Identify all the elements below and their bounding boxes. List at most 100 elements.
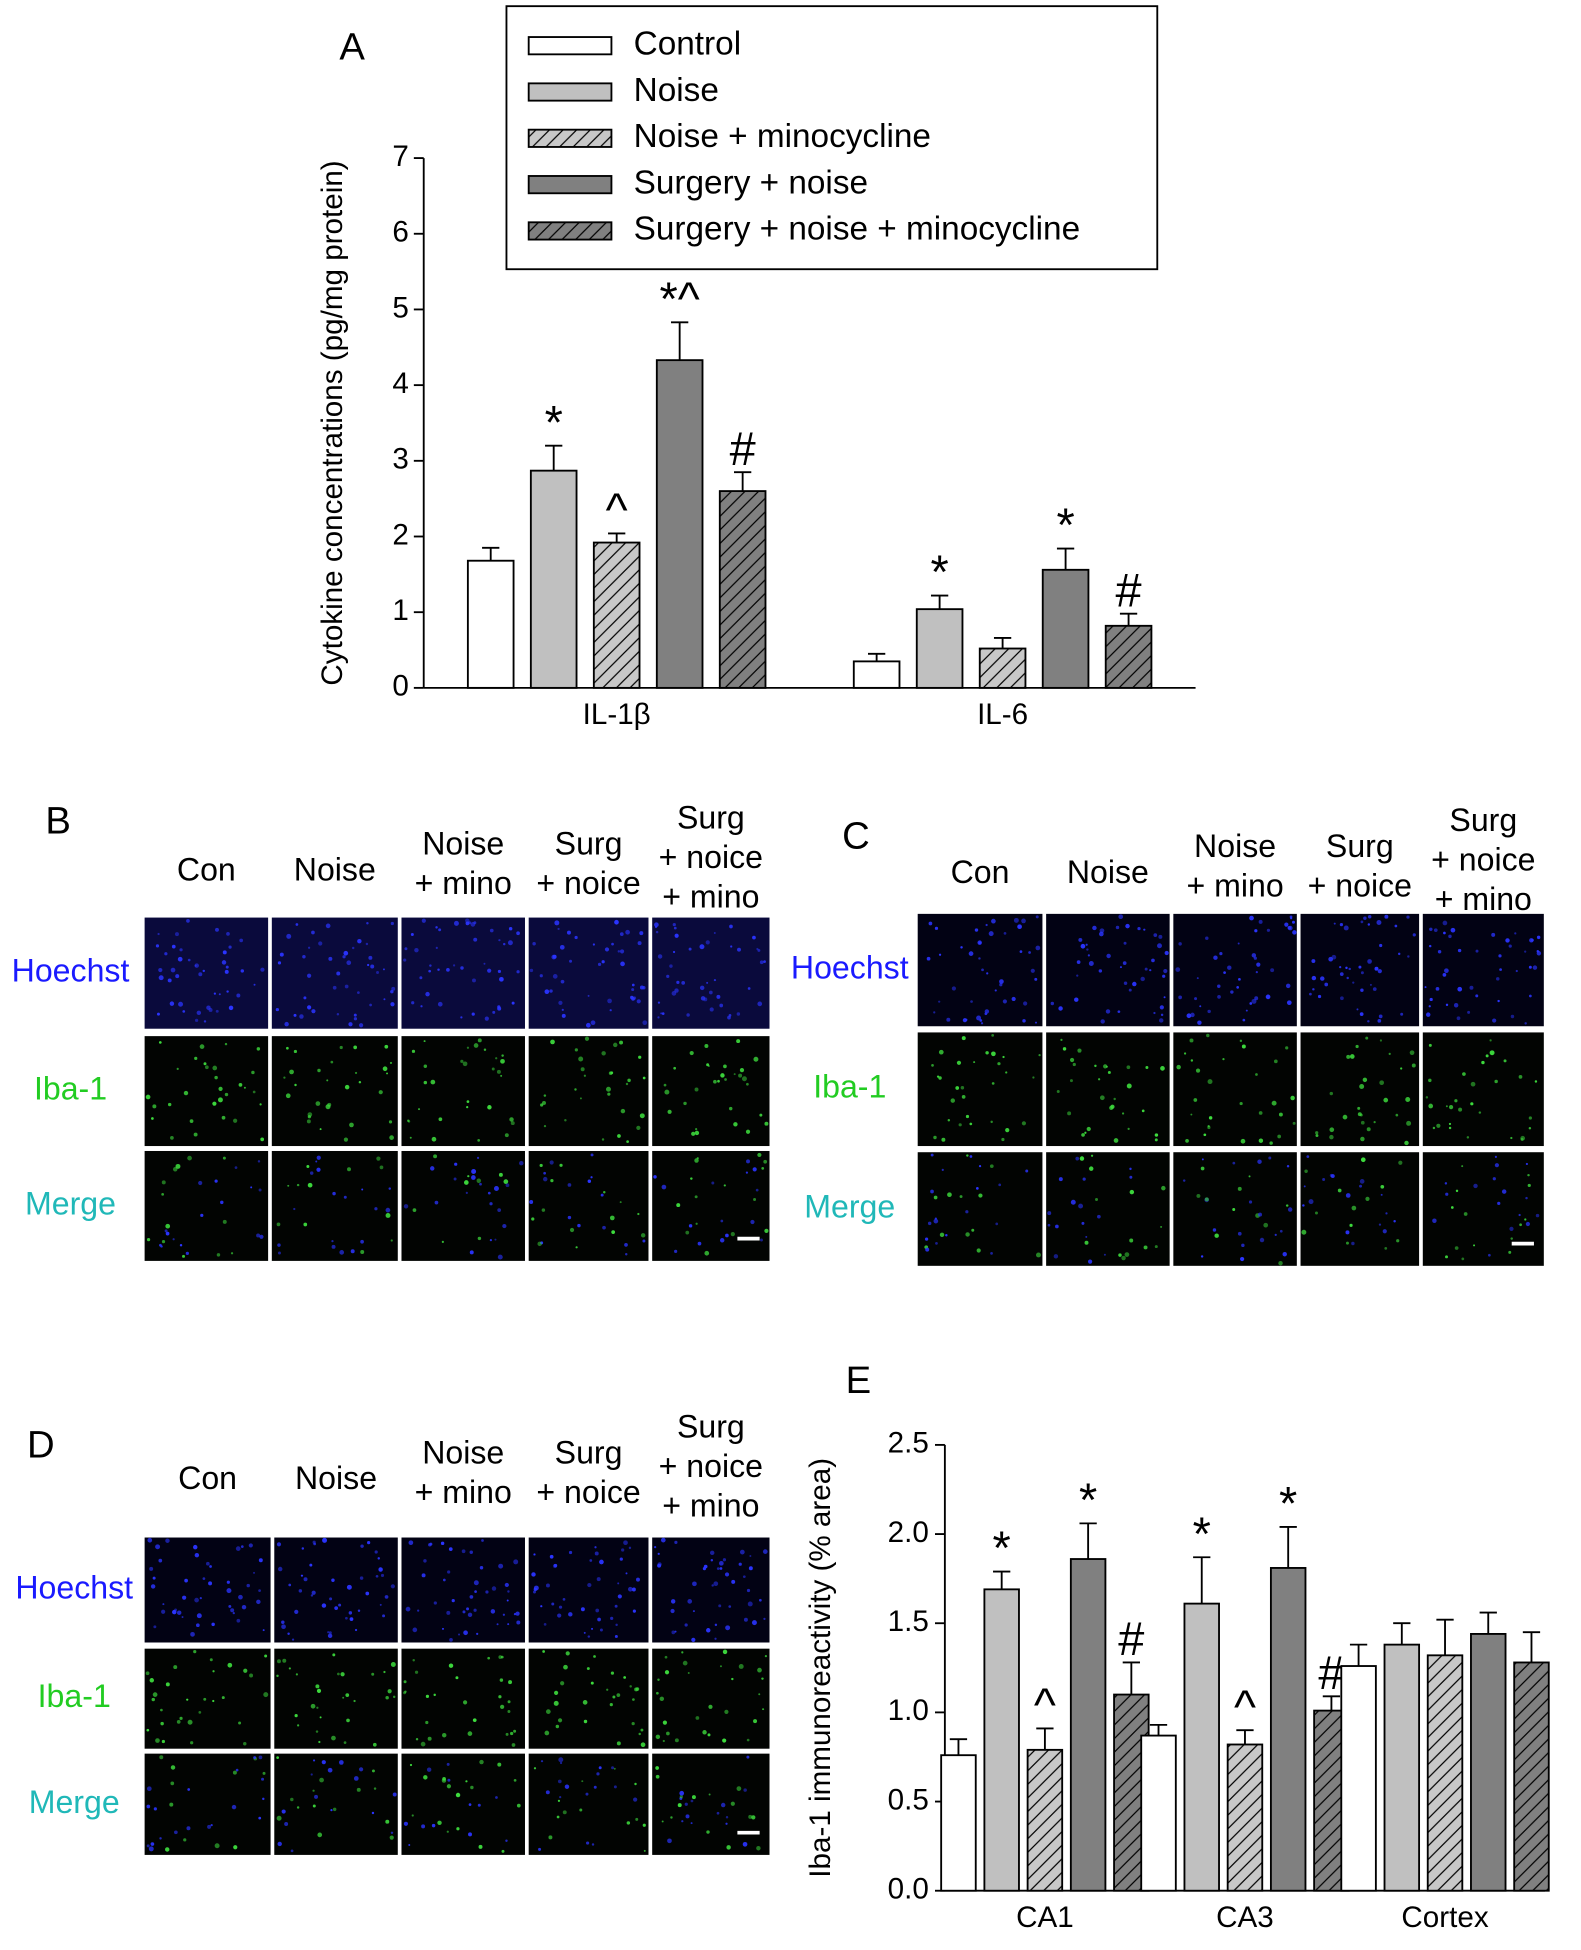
cell-dot <box>150 1842 155 1846</box>
micrograph <box>271 1036 398 1147</box>
cell-dot <box>1367 914 1372 919</box>
cell-dot <box>179 948 183 952</box>
cell-dot <box>408 1540 414 1546</box>
cell-dot <box>366 922 369 925</box>
cell-dot <box>599 1628 603 1632</box>
cell-dot <box>332 985 337 990</box>
cell-dot <box>319 1777 324 1783</box>
cell-dot <box>1237 1231 1242 1236</box>
cell-dot <box>654 1546 657 1549</box>
cell-dot <box>1329 1127 1335 1133</box>
cell-dot <box>407 1120 411 1123</box>
cell-dot <box>748 1814 753 1819</box>
cell-dot <box>933 1011 936 1014</box>
cell-dot <box>555 1724 560 1729</box>
cell-dot <box>505 1839 508 1842</box>
cell-dot <box>1019 950 1023 954</box>
cell-dot <box>507 1700 511 1704</box>
cell-dot <box>277 1841 282 1847</box>
cell-dot <box>661 1012 665 1016</box>
cell-dot <box>431 1823 436 1828</box>
cell-dot <box>724 1709 729 1714</box>
cell-dot <box>382 1614 386 1618</box>
cell-dot <box>666 974 670 978</box>
cell-dot <box>430 1166 435 1171</box>
cell-dot <box>713 1079 717 1084</box>
cell-dot <box>1499 968 1502 971</box>
cell-dot <box>1069 1079 1073 1083</box>
cell-dot <box>1535 1213 1540 1218</box>
cell-dot <box>1343 925 1349 931</box>
y-tick-label: 0 <box>392 670 408 703</box>
cell-dot <box>640 1742 646 1748</box>
cell-dot <box>331 1244 336 1249</box>
cell-dot <box>348 1022 353 1027</box>
cell-dot <box>1301 1229 1307 1235</box>
cell-dot <box>975 1187 979 1190</box>
cell-dot <box>379 1603 382 1606</box>
cell-dot <box>205 1561 210 1566</box>
cell-dot <box>461 1549 466 1554</box>
cell-dot <box>725 1822 728 1825</box>
cell-dot <box>203 1062 207 1066</box>
cell-dot <box>157 932 160 936</box>
cell-dot <box>713 1581 719 1587</box>
cell-dot <box>378 1567 383 1572</box>
cell-dot <box>372 1742 377 1747</box>
y-tick-label: 1.5 <box>888 1605 929 1638</box>
cell-dot <box>549 989 553 993</box>
cell-dot <box>1178 942 1182 946</box>
cell-dot <box>664 1670 670 1675</box>
cell-dot <box>260 1137 265 1142</box>
micrograph <box>652 1537 770 1643</box>
cell-dot <box>230 1608 235 1613</box>
cell-dot <box>170 967 176 973</box>
cell-dot <box>594 1546 597 1549</box>
cell-dot <box>1333 922 1336 925</box>
cell-dot <box>669 964 673 968</box>
cell-dot <box>686 1013 690 1017</box>
cell-dot <box>1196 1193 1201 1198</box>
cell-dot <box>553 1700 559 1706</box>
cell-dot <box>1113 1138 1119 1143</box>
error-bar <box>1122 1661 1140 1695</box>
cell-dot <box>1524 1218 1527 1221</box>
cell-dot <box>1455 1189 1459 1193</box>
cell-dot <box>161 1739 165 1744</box>
cell-dot <box>1432 1126 1436 1130</box>
error-bar <box>1079 1522 1097 1560</box>
legend-label: Control <box>634 26 741 63</box>
cell-dot <box>349 1617 354 1622</box>
cell-dot <box>463 1630 468 1636</box>
cell-dot <box>183 1838 187 1842</box>
cell-dot <box>1161 1185 1166 1191</box>
cell-dot <box>202 1577 206 1581</box>
cell-dot <box>1230 990 1234 994</box>
cell-dot <box>500 1704 505 1709</box>
cell-dot <box>214 1843 220 1849</box>
cell-dot <box>1213 955 1218 960</box>
cell-dot <box>252 1090 256 1094</box>
cell-dot <box>939 1232 945 1238</box>
micrograph <box>652 1150 770 1261</box>
cell-dot <box>477 1038 482 1043</box>
cell-dot <box>1249 1002 1253 1005</box>
cell-dot <box>465 918 470 923</box>
cell-dot <box>1360 971 1364 975</box>
cell-dot <box>567 1183 572 1187</box>
cell-dot <box>253 983 256 986</box>
micrograph-background <box>401 1753 525 1855</box>
cell-dot <box>1475 949 1479 953</box>
cell-dot <box>1462 1072 1466 1076</box>
cell-dot <box>214 1179 218 1183</box>
cell-dot <box>303 1577 308 1582</box>
column-label: Noise <box>422 825 504 861</box>
cell-dot <box>1160 1013 1164 1017</box>
micrograph <box>1300 913 1420 1027</box>
cell-dot <box>1238 977 1241 981</box>
cell-dot <box>603 1190 606 1194</box>
cell-dot <box>751 1620 757 1626</box>
cell-dot <box>222 1156 226 1160</box>
cell-dot <box>659 1696 665 1702</box>
cell-dot <box>745 1129 751 1134</box>
